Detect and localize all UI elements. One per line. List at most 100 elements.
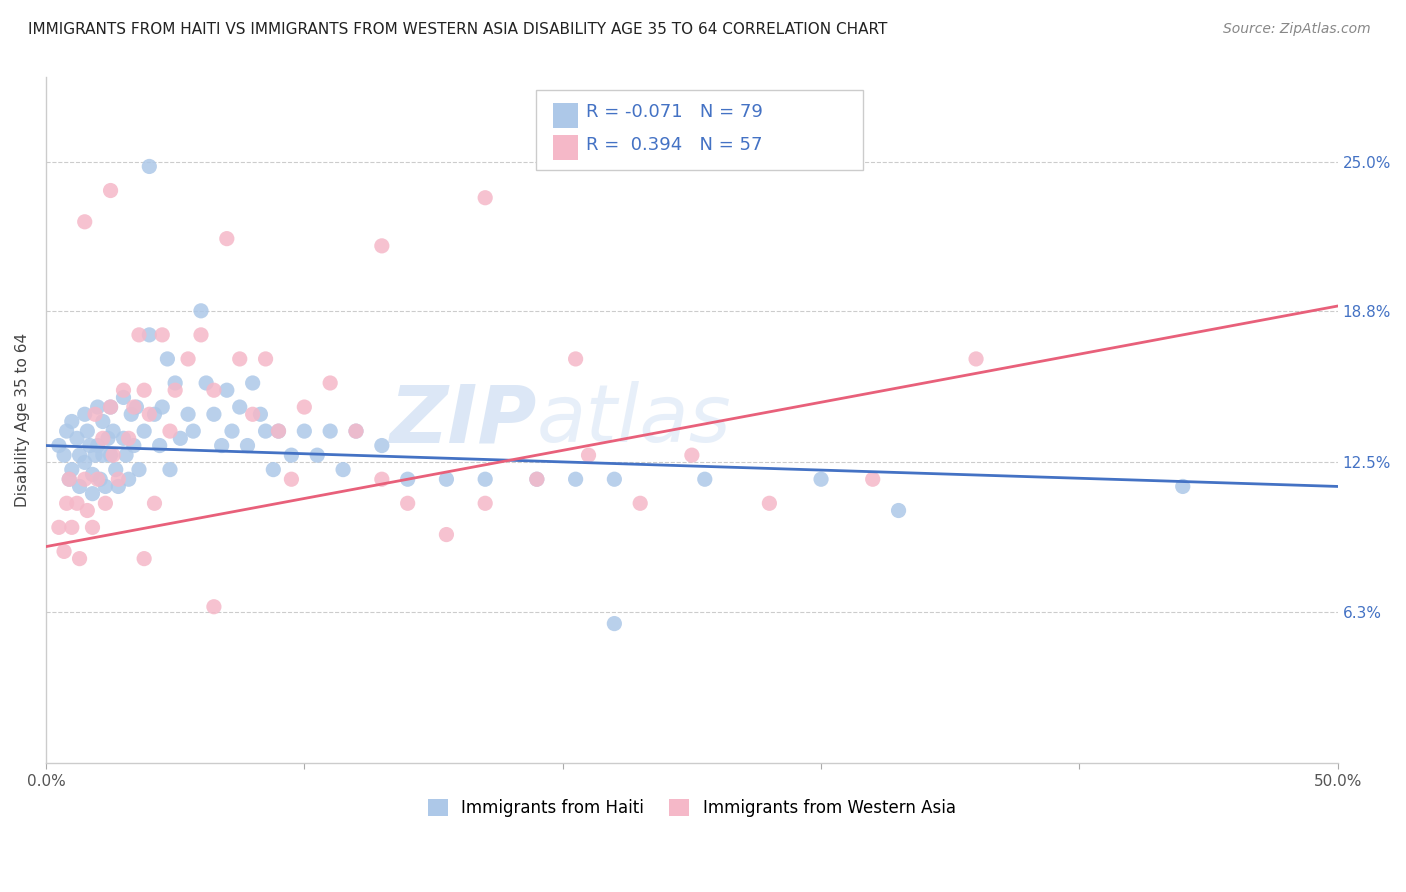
Point: [249, 407, 271, 421]
Point: [58, 472, 80, 486]
Point: [165, 376, 187, 390]
Point: [202, 599, 225, 614]
Point: [236, 438, 259, 452]
Point: [344, 424, 367, 438]
Point: [58, 472, 80, 486]
Point: [371, 239, 394, 253]
Point: [107, 479, 129, 493]
Point: [69, 479, 91, 493]
Point: [149, 438, 172, 452]
Point: [177, 407, 200, 421]
Point: [319, 424, 342, 438]
Point: [73, 455, 96, 469]
Point: [810, 472, 832, 486]
Point: [53, 544, 76, 558]
Point: [165, 383, 187, 397]
Point: [48, 438, 70, 452]
Legend: Immigrants from Haiti, Immigrants from Western Asia: Immigrants from Haiti, Immigrants from W…: [422, 792, 962, 823]
Point: [128, 462, 150, 476]
Point: [229, 400, 252, 414]
Point: [150, 327, 173, 342]
Point: [79, 438, 101, 452]
Point: [82, 467, 104, 482]
Point: [371, 438, 394, 452]
Point: [332, 462, 354, 476]
Point: [603, 616, 626, 631]
Point: [177, 351, 200, 366]
Point: [112, 383, 135, 397]
Point: [254, 351, 277, 366]
Point: [159, 462, 181, 476]
Point: [100, 448, 122, 462]
Point: [254, 424, 277, 438]
Point: [91, 431, 114, 445]
Point: [159, 424, 181, 438]
Point: [134, 551, 156, 566]
Point: [474, 191, 496, 205]
Point: [280, 448, 302, 462]
Point: [86, 472, 108, 486]
Point: [112, 391, 135, 405]
Point: [603, 472, 626, 486]
Point: [125, 400, 148, 414]
Point: [436, 472, 458, 486]
Point: [138, 327, 160, 342]
Point: [101, 424, 124, 438]
Point: [82, 486, 104, 500]
Point: [107, 472, 129, 486]
Point: [101, 448, 124, 462]
Point: [134, 424, 156, 438]
Point: [122, 400, 145, 414]
Point: [53, 448, 76, 462]
Text: R =  0.394   N = 57: R = 0.394 N = 57: [586, 136, 763, 154]
Point: [181, 424, 204, 438]
Point: [242, 376, 264, 390]
Point: [190, 303, 212, 318]
Point: [150, 400, 173, 414]
Point: [474, 496, 496, 510]
Point: [66, 431, 89, 445]
Point: [48, 520, 70, 534]
Point: [143, 407, 166, 421]
Point: [887, 503, 910, 517]
Point: [578, 448, 600, 462]
Point: [122, 438, 145, 452]
Point: [215, 383, 238, 397]
Point: [371, 472, 394, 486]
Point: [89, 472, 111, 486]
Point: [86, 438, 108, 452]
Point: [138, 160, 160, 174]
Point: [242, 407, 264, 421]
Point: [396, 496, 419, 510]
Point: [436, 527, 458, 541]
Point: [280, 472, 302, 486]
Point: [526, 472, 548, 486]
Point: [117, 472, 139, 486]
Point: [1171, 479, 1194, 493]
Point: [128, 327, 150, 342]
Point: [474, 472, 496, 486]
Point: [100, 400, 122, 414]
Text: ZIP: ZIP: [389, 381, 537, 459]
Point: [120, 407, 142, 421]
Point: [319, 376, 342, 390]
Point: [84, 407, 107, 421]
Point: [60, 462, 83, 476]
Point: [965, 351, 987, 366]
Point: [115, 448, 138, 462]
Point: [73, 407, 96, 421]
Point: [55, 424, 77, 438]
Point: [55, 496, 77, 510]
Point: [564, 472, 586, 486]
Point: [91, 448, 114, 462]
Point: [82, 520, 104, 534]
Y-axis label: Disability Age 35 to 64: Disability Age 35 to 64: [15, 334, 30, 508]
Point: [681, 448, 703, 462]
Point: [267, 424, 290, 438]
Point: [262, 462, 284, 476]
Point: [202, 383, 225, 397]
Point: [564, 351, 586, 366]
Point: [100, 400, 122, 414]
Point: [221, 424, 243, 438]
Point: [69, 448, 91, 462]
